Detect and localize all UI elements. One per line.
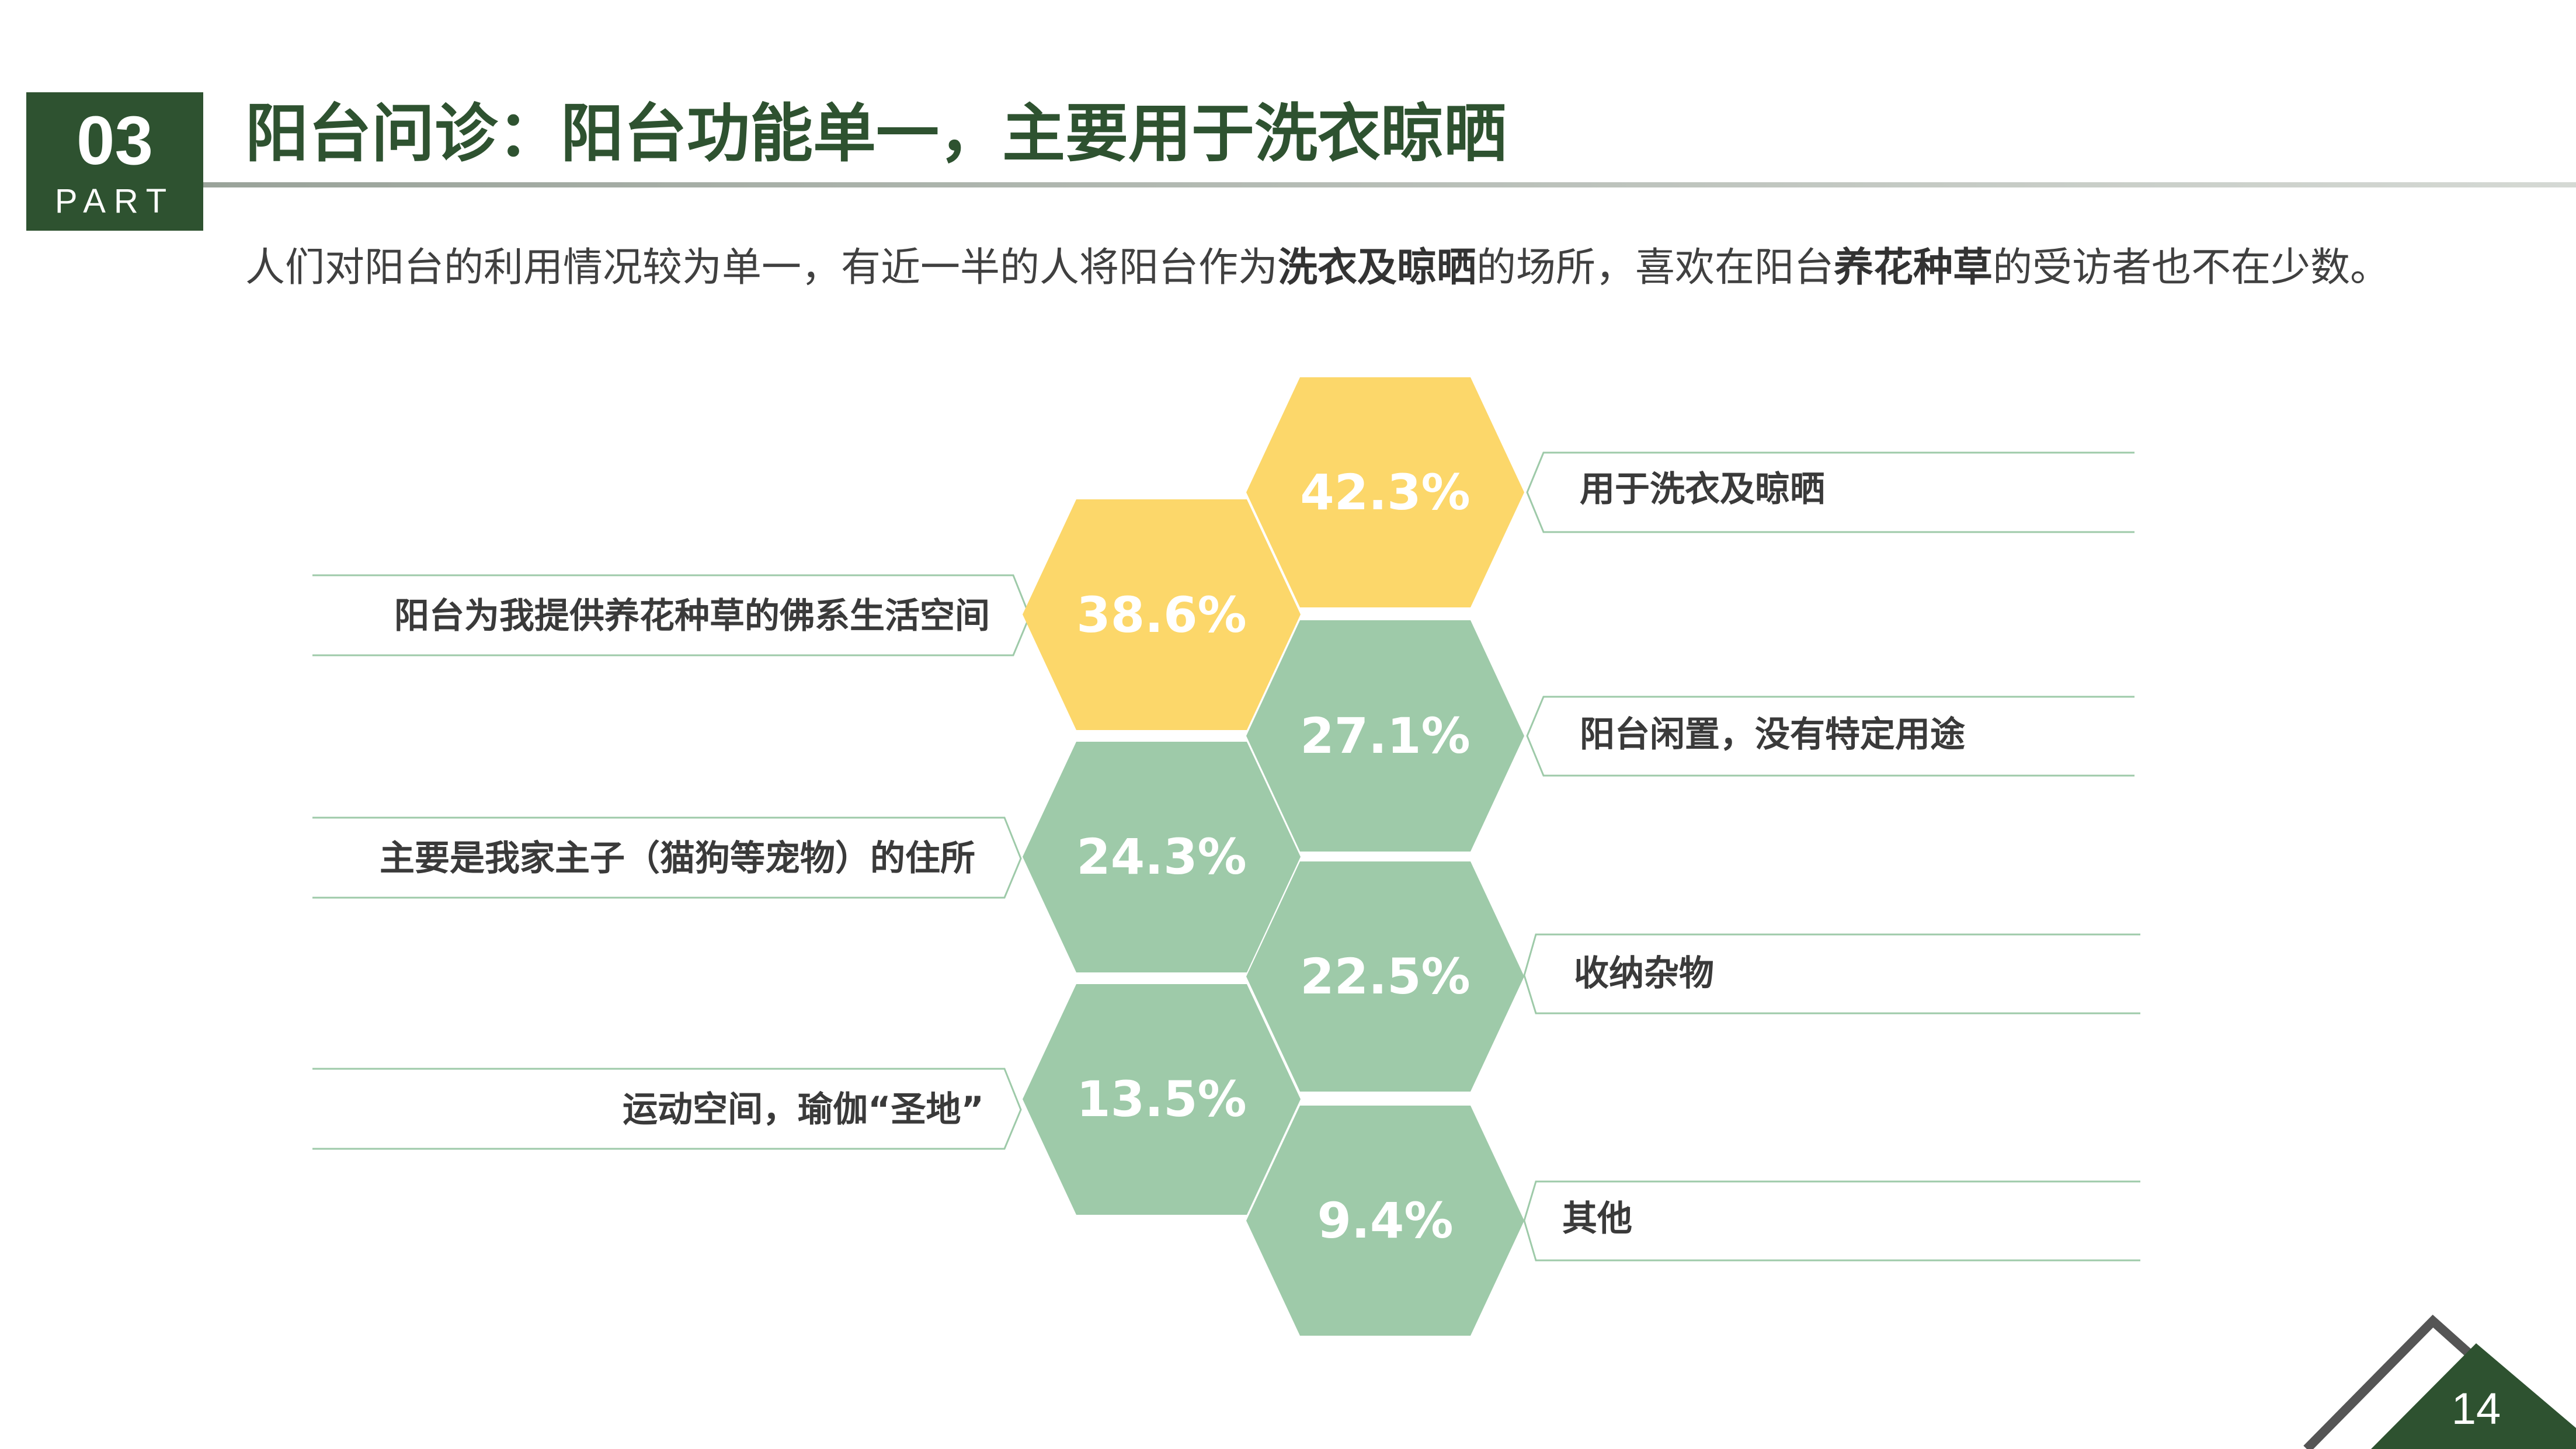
section-label: PART (54, 182, 175, 220)
caption-6: 运动空间，瑜伽“圣地” (623, 1089, 984, 1130)
hex-value-1: 42.3% (1300, 464, 1470, 521)
hex-value-3: 27.1% (1300, 707, 1470, 765)
title-rule (203, 182, 2576, 187)
caption-3: 阳台闲置，没有特定用途 (1580, 714, 1965, 755)
section-badge: 03 PART (26, 92, 203, 231)
caption-5: 收纳杂物 (1574, 953, 1714, 994)
hex-value-4: 24.3% (1076, 828, 1247, 885)
intro-paragraph: 人们对阳台的利用情况较为单一，有近一半的人将阳台作为洗衣及晾晒的场所，喜欢在阳台… (245, 229, 2418, 307)
hex-7 (1246, 1106, 1524, 1336)
hex-value-5: 22.5% (1300, 948, 1470, 1005)
hex-4 (1023, 742, 1301, 972)
hex-3 (1246, 620, 1524, 852)
caption-1: 用于洗衣及晾晒 (1580, 469, 1825, 510)
corner-triangle (2371, 1343, 2576, 1449)
caption-7: 其他 (1562, 1198, 1632, 1239)
section-number: 03 (76, 102, 154, 179)
hex-value-7: 9.4% (1317, 1192, 1454, 1249)
caption-2: 阳台为我提供养花种草的佛系生活空间 (394, 596, 990, 637)
hex-6 (1023, 984, 1301, 1215)
caption-4: 主要是我家主子（猫狗等宠物）的住所 (380, 838, 975, 879)
hex-2 (1023, 499, 1301, 730)
callout-line-6 (312, 1068, 1022, 1150)
page-number: 14 (2451, 1384, 2501, 1434)
intro-text-1: 人们对阳台的利用情况较为单一，有近一半的人将阳台作为 (245, 245, 1278, 291)
callout-line-3 (1526, 696, 2135, 777)
callout-line-1 (1526, 451, 2135, 533)
callout-line-4 (312, 816, 1022, 899)
hex-1 (1246, 377, 1524, 607)
hex-5 (1246, 861, 1524, 1092)
intro-text-3: 的受访者也不在少数。 (1993, 245, 2390, 291)
hex-value-6: 13.5% (1076, 1071, 1247, 1128)
slide-title: 阳台问诊：阳台功能单一，主要用于洗衣晾晒 (245, 98, 1507, 171)
callout-line-5 (1523, 933, 2140, 1014)
hex-value-2: 38.6% (1076, 586, 1247, 644)
intro-bold-2: 养花种草 (1834, 245, 1993, 291)
intro-text-2: 的场所，喜欢在阳台 (1476, 245, 1834, 291)
intro-bold-1: 洗衣及晾晒 (1278, 245, 1477, 291)
